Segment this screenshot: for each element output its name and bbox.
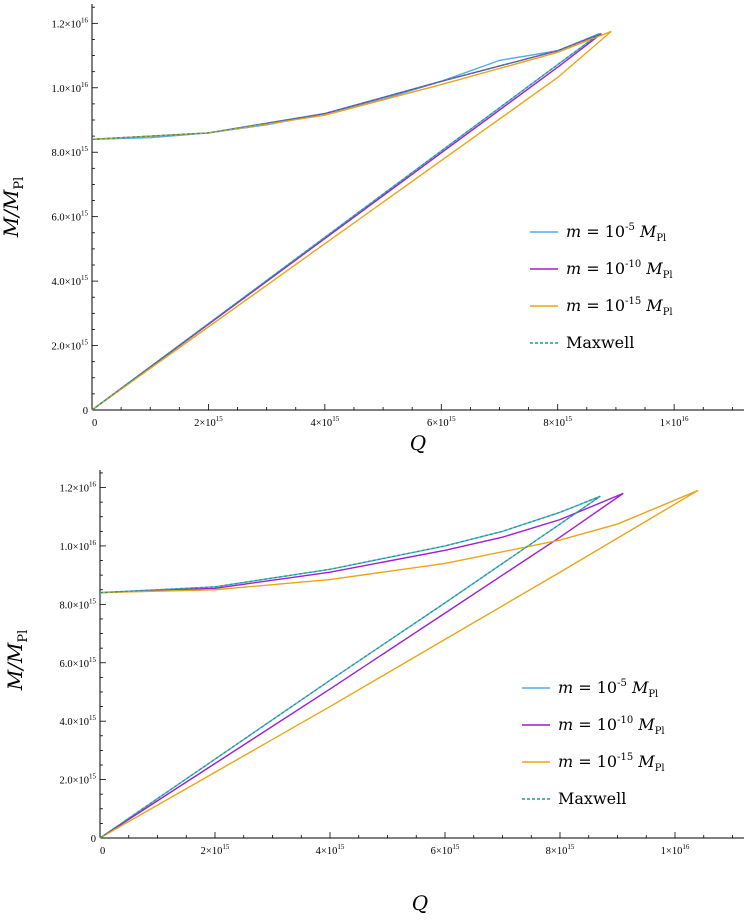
series-line-2-upper: [91, 32, 602, 141]
y-tick-label: 1.2×1016: [51, 16, 88, 30]
y-tick-label: 0: [83, 406, 88, 417]
x-tick-label: 4×1015: [316, 843, 345, 857]
axes: 0 2×1015 4×1015 6×1015 8×1015 1×1016 0 2.0×1015…: [51, 4, 744, 429]
y-tick-label: 8.0×1015: [51, 145, 88, 159]
legend-label-4: Maxwell: [566, 333, 634, 352]
series-line-2-upper: [99, 492, 624, 594]
bottom-chart-panel: 0 2×1015 4×1015 6×1015 8×1015 1×1016 0 2.0×1015…: [3, 470, 744, 915]
series-line-1-upper: [99, 495, 601, 594]
x-axis-label: Q: [410, 431, 426, 455]
y-tick-label: 1.0×1016: [51, 81, 88, 95]
series-line-3-upper: [99, 489, 699, 594]
y-axis-label: M/MPl: [0, 177, 27, 239]
top-chart-panel: 0 2×1015 4×1015 6×1015 8×1015 1×1016 0 2.0×1015…: [0, 4, 744, 455]
axes: 0 2×1015 4×1015 6×1015 8×1015 1×1016 0 2.0×1015…: [59, 470, 744, 857]
legend: m = 10-5 MPl m = 10-10 MPl m = 10-15 MPl Ma…: [522, 678, 665, 808]
legend-label-2: m = 10-10 MPl: [558, 715, 665, 737]
x-tick-label: 1×1016: [661, 843, 690, 857]
series-line-3-lower: [99, 489, 699, 839]
x-tick-label: 2×1015: [201, 843, 230, 857]
x-tick-label: 0: [100, 846, 105, 857]
y-tick-label: 4.0×1015: [59, 714, 96, 728]
legend-label-1: m = 10-5 MPl: [558, 678, 658, 700]
series-line-1-upper: [91, 32, 600, 141]
series-line-4-upper: [91, 33, 600, 140]
y-tick-label: 4.0×1015: [51, 274, 88, 288]
x-tick-label: 6×1015: [427, 415, 456, 429]
x-tick-label: 1×1016: [660, 415, 689, 429]
y-tick-label: 1.2×1016: [59, 481, 96, 495]
x-axis-label: Q: [412, 891, 428, 915]
x-tick-label: 6×1015: [431, 843, 460, 857]
series-line-2-lower: [99, 492, 624, 839]
x-tick-label: 0: [92, 418, 97, 429]
x-tick-label: 4×1015: [311, 415, 340, 429]
series-line-3-lower: [91, 30, 612, 411]
legend-label-2: m = 10-10 MPl: [566, 259, 673, 281]
legend-label-3: m = 10-15 MPl: [558, 752, 665, 774]
plot-area: [99, 489, 699, 839]
y-tick-label: 6.0×1015: [59, 656, 96, 670]
plot-area: [91, 30, 612, 411]
y-tick-label: 6.0×1015: [51, 210, 88, 224]
x-tick-label: 8×1015: [543, 415, 572, 429]
x-tick-label: 8×1015: [546, 843, 575, 857]
y-tick-label: 1.0×1016: [59, 539, 96, 553]
y-tick-label: 2.0×1015: [51, 339, 88, 353]
series-line-4-upper: [99, 495, 601, 594]
y-tick-label: 0: [91, 834, 96, 845]
legend: m = 10-5 MPl m = 10-10 MPl m = 10-15 MPl Ma…: [530, 222, 673, 352]
legend-label-3: m = 10-15 MPl: [566, 296, 673, 318]
legend-label-4: Maxwell: [558, 789, 626, 808]
series-line-4-lower: [99, 495, 601, 839]
y-axis-label: M/MPl: [3, 630, 31, 692]
series-line-4-lower: [91, 33, 601, 411]
y-tick-label: 2.0×1015: [59, 773, 96, 787]
x-tick-label: 2×1015: [194, 415, 223, 429]
legend-label-1: m = 10-5 MPl: [566, 222, 666, 244]
y-tick-label: 8.0×1015: [59, 597, 96, 611]
